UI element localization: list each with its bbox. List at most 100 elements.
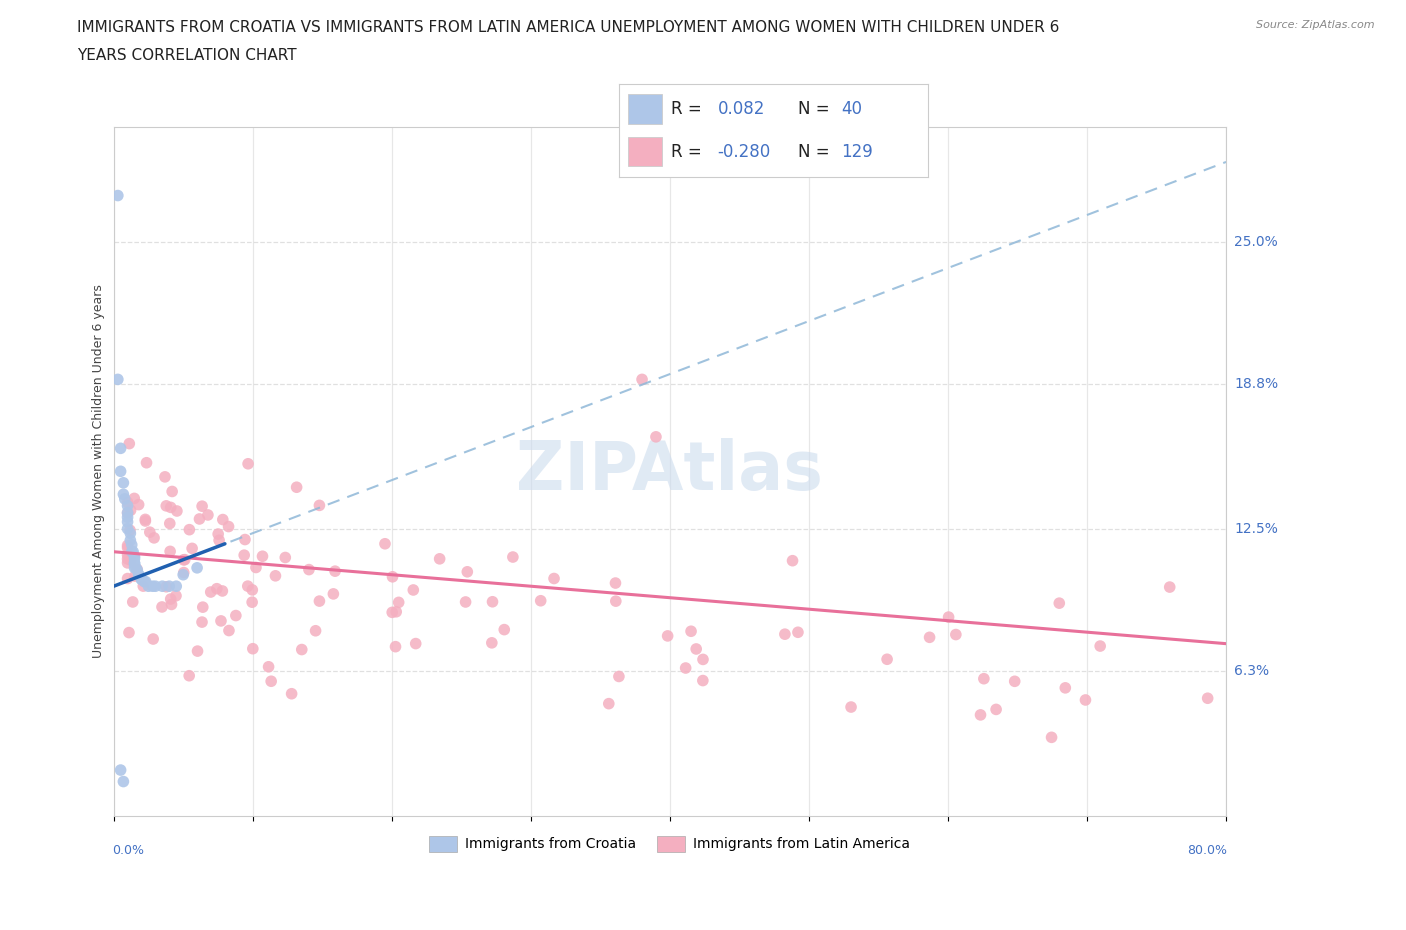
Point	[145, 578, 167, 593]
Point	[481, 635, 503, 650]
Point	[605, 576, 627, 591]
Point	[211, 583, 233, 598]
Text: -0.280: -0.280	[717, 142, 770, 161]
Point	[117, 506, 139, 521]
Point	[605, 593, 627, 608]
Point	[186, 561, 208, 576]
Point	[155, 579, 177, 594]
Point	[257, 659, 280, 674]
Point	[135, 574, 157, 589]
Point	[200, 585, 222, 600]
Text: 25.0%: 25.0%	[1234, 234, 1278, 248]
Point	[117, 548, 139, 563]
Point	[530, 593, 553, 608]
Point	[134, 513, 156, 528]
Point	[124, 561, 146, 576]
Point	[233, 548, 256, 563]
Text: 80.0%: 80.0%	[1187, 844, 1227, 857]
Point	[179, 523, 201, 538]
Point	[117, 495, 139, 510]
Point	[124, 556, 146, 571]
Point	[308, 498, 330, 512]
Point	[117, 505, 139, 520]
Point	[264, 568, 287, 583]
Point	[143, 530, 166, 545]
Point	[245, 560, 267, 575]
Bar	[628, 137, 662, 166]
Point	[291, 642, 314, 657]
Point	[381, 604, 404, 619]
Point	[1088, 639, 1111, 654]
Point	[1159, 579, 1181, 594]
Point	[124, 491, 146, 506]
Point	[191, 615, 214, 630]
Point	[260, 674, 283, 689]
Point	[1074, 693, 1097, 708]
Point	[207, 526, 229, 541]
Point	[117, 555, 139, 570]
Point	[945, 627, 967, 642]
Point	[124, 556, 146, 571]
Point	[381, 569, 404, 584]
Point	[191, 498, 214, 513]
Point	[456, 565, 478, 579]
Point	[117, 538, 139, 552]
Point	[173, 565, 195, 580]
Point	[839, 699, 862, 714]
Point	[131, 572, 153, 587]
Point	[127, 563, 149, 578]
Text: 129: 129	[841, 142, 873, 161]
Point	[969, 708, 991, 723]
Point	[159, 544, 181, 559]
Text: IMMIGRANTS FROM CROATIA VS IMMIGRANTS FROM LATIN AMERICA UNEMPLOYMENT AMONG WOME: IMMIGRANTS FROM CROATIA VS IMMIGRANTS FR…	[77, 20, 1060, 35]
Point	[165, 589, 187, 604]
Point	[323, 564, 346, 578]
Point	[124, 568, 146, 583]
Point	[242, 642, 264, 657]
Text: 18.8%: 18.8%	[1234, 377, 1278, 391]
Point	[159, 516, 181, 531]
Point	[973, 671, 995, 686]
Point	[157, 578, 180, 593]
Point	[110, 464, 132, 479]
Point	[405, 636, 427, 651]
Point	[160, 597, 183, 612]
Point	[692, 673, 714, 688]
Point	[631, 372, 654, 387]
Point	[121, 544, 143, 559]
Text: 0.0%: 0.0%	[112, 844, 145, 857]
Point	[134, 574, 156, 589]
Point	[218, 623, 240, 638]
Point	[191, 600, 214, 615]
Point	[918, 630, 941, 644]
Point	[984, 702, 1007, 717]
Point	[120, 526, 142, 541]
Point	[236, 457, 259, 472]
Point	[1054, 681, 1077, 696]
Point	[205, 581, 228, 596]
Point	[1004, 674, 1026, 689]
Point	[107, 188, 129, 203]
Point	[208, 533, 231, 548]
Point	[240, 582, 263, 597]
Point	[657, 629, 679, 644]
Point	[211, 512, 233, 527]
Point	[107, 372, 129, 387]
Point	[374, 537, 396, 551]
Point	[225, 608, 247, 623]
Point	[543, 571, 565, 586]
Point	[209, 614, 232, 629]
Text: ZIPAtlas: ZIPAtlas	[516, 438, 824, 504]
Point	[598, 697, 620, 711]
Point	[1197, 691, 1219, 706]
Point	[117, 551, 139, 566]
Point	[481, 594, 503, 609]
Point	[675, 660, 697, 675]
Point	[135, 456, 157, 471]
Point	[131, 572, 153, 587]
Point	[782, 553, 804, 568]
Point	[121, 538, 143, 552]
Point	[1040, 730, 1063, 745]
Point	[938, 610, 960, 625]
Point	[233, 532, 256, 547]
